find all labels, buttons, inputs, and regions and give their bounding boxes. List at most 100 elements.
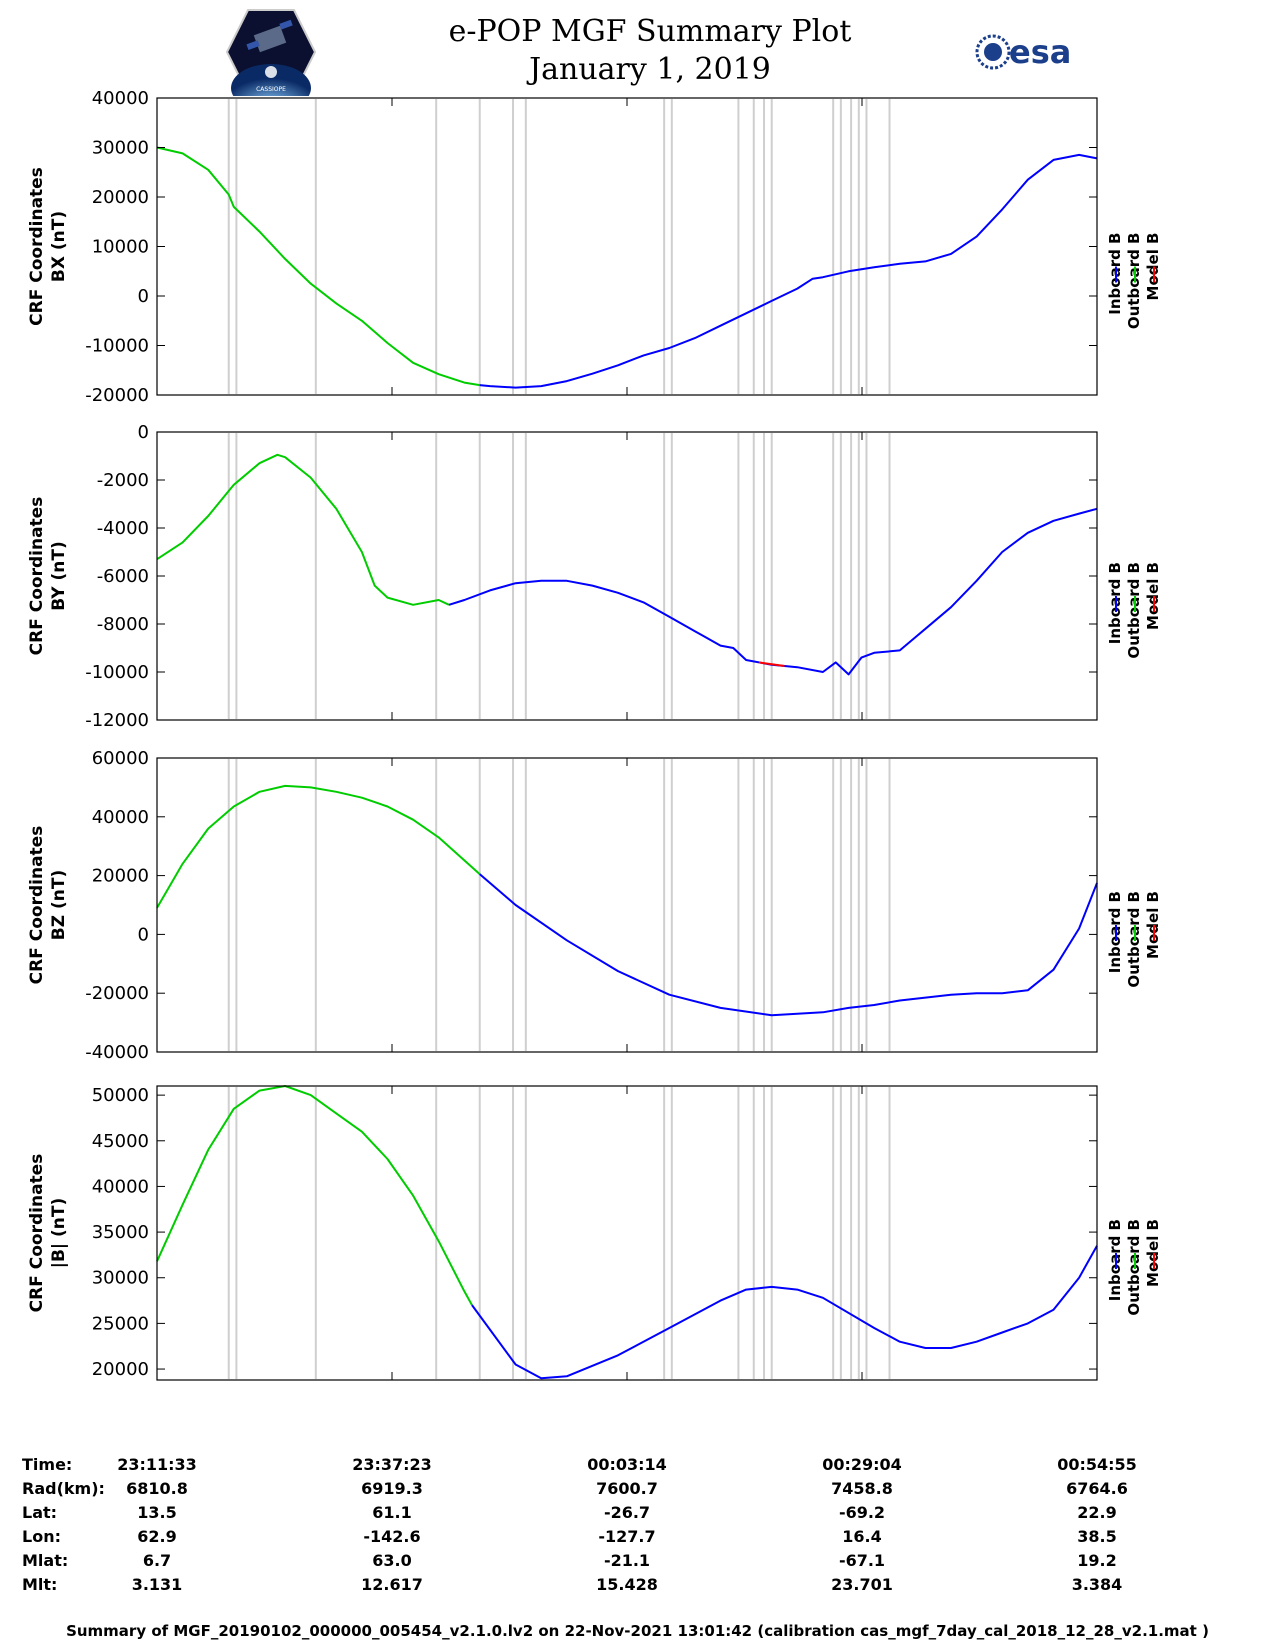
legend-label: Model B [1144, 1219, 1162, 1287]
table-cell: 13.5 [137, 1503, 177, 1522]
table-cell: 38.5 [1077, 1527, 1117, 1546]
svg-text:esa: esa [1009, 33, 1071, 71]
table-cell: 12.617 [361, 1575, 423, 1594]
y-axis-label: CRF Coordinates [27, 826, 47, 985]
y-tick-label: 20000 [92, 187, 149, 208]
y-tick-label: 40000 [92, 807, 149, 828]
y-tick-label: 40000 [92, 1176, 149, 1197]
y-tick-label: -10000 [85, 336, 149, 357]
table-cell: 6764.6 [1066, 1479, 1128, 1498]
series-line-outboard-b [156, 1085, 473, 1306]
series-line-model-b [758, 661, 785, 667]
y-tick-label: -4000 [97, 518, 149, 539]
series-line-inboard-b [479, 153, 1098, 389]
table-cell: 63.0 [372, 1551, 412, 1570]
table-cell: 62.9 [137, 1527, 177, 1546]
table-cell: -21.1 [603, 1551, 651, 1570]
table-cell: 3.384 [1071, 1575, 1123, 1594]
y-axis-label: CRF Coordinates [27, 497, 47, 656]
plot-frame [156, 97, 1098, 396]
y-tick-label: -6000 [97, 566, 149, 587]
y-axis-label: BY (nT) [49, 541, 69, 611]
y-axis-label: BX (nT) [49, 211, 69, 282]
header: CASSIOPE e-POP MGF Summary Plot January … [0, 0, 1275, 100]
table-cell: 00:29:04 [822, 1455, 902, 1474]
table-cell: 23:37:23 [352, 1455, 432, 1474]
table-cell: -69.2 [838, 1503, 886, 1522]
series-line-outboard-b [156, 146, 480, 387]
table-cell: 23:11:33 [117, 1455, 197, 1474]
y-tick-label: -20000 [85, 385, 149, 406]
y-tick-label: 0 [138, 422, 149, 443]
row-label-mlt: Mlt: [22, 1575, 58, 1594]
table-cell: 6.7 [142, 1551, 172, 1570]
y-tick-label: 0 [138, 924, 149, 945]
chart-panel-bx: 40000 30000 20000 10000 0 -10000 -20000 CRF Coo… [27, 88, 1162, 406]
table-cell: 3.131 [131, 1575, 183, 1594]
y-tick-label: 35000 [92, 1222, 149, 1243]
chart-panel-bmag: 50000 45000 40000 35000 30000 25000 20000 CRF C… [27, 1085, 1162, 1381]
chart-panel-by: 0 -2000 -4000 -6000 -8000 -10000 -12000 CRF Coo… [27, 422, 1162, 731]
y-tick-label: -12000 [85, 710, 149, 731]
footer-note: Summary of MGF_20190102_000000_005454_v2… [66, 1622, 1209, 1640]
row-label-time: Time: [22, 1455, 73, 1474]
y-tick-label: 60000 [92, 748, 149, 769]
row-label-lat: Lat: [22, 1503, 58, 1522]
svg-text:CASSIOPE: CASSIOPE [256, 86, 286, 93]
y-axis-label: BZ (nT) [49, 870, 69, 940]
y-tick-label: 30000 [92, 138, 149, 159]
row-label-mlat: Mlat: [22, 1551, 69, 1570]
table-cell: 19.2 [1077, 1551, 1117, 1570]
table-cell: 23.701 [831, 1575, 893, 1594]
table-cell: -67.1 [838, 1551, 886, 1570]
plot-frame [156, 431, 1098, 721]
plot-frame [156, 757, 1098, 1053]
table-cell: 61.1 [372, 1503, 412, 1522]
plot-date: January 1, 2019 [529, 52, 771, 87]
table-cell: -26.7 [603, 1503, 651, 1522]
table-cell: 7458.8 [831, 1479, 893, 1498]
table-cell: 15.428 [596, 1575, 658, 1594]
row-label-lon: Lon: [22, 1527, 61, 1546]
y-tick-label: -8000 [97, 614, 149, 635]
legend-label: Model B [1144, 891, 1162, 959]
table-cell: -142.6 [363, 1527, 421, 1546]
y-axis-label: CRF Coordinates [27, 167, 47, 326]
series-line-inboard-b [448, 507, 1098, 676]
chart-panel-bz: 60000 40000 20000 0 -20000 -40000 CRF Coordina… [27, 748, 1162, 1063]
table-cell: 00:54:55 [1057, 1455, 1137, 1474]
y-axis-label: CRF Coordinates [27, 1154, 47, 1313]
row-label-rad: Rad(km): [22, 1479, 105, 1498]
y-tick-label: 10000 [92, 237, 149, 258]
y-tick-label: -10000 [85, 662, 149, 683]
y-tick-label: -20000 [85, 983, 149, 1004]
y-tick-label: 30000 [92, 1268, 149, 1289]
plot-title: e-POP MGF Summary Plot [448, 14, 852, 49]
plot-frame [156, 1085, 1098, 1381]
table-cell: 00:03:14 [587, 1455, 667, 1474]
y-tick-label: 20000 [92, 1359, 149, 1380]
y-tick-label: -2000 [97, 470, 149, 491]
y-tick-label: 45000 [92, 1131, 149, 1152]
legend-label: Model B [1144, 562, 1162, 630]
y-tick-label: 40000 [92, 88, 149, 109]
cassiope-logo: CASSIOPE [226, 9, 316, 96]
series-line-inboard-b [479, 873, 1098, 1017]
table-cell: 16.4 [842, 1527, 882, 1546]
esa-logo: esa [975, 33, 1071, 71]
series-line-outboard-b [156, 784, 481, 909]
y-tick-label: 0 [138, 286, 149, 307]
table-cell: -127.7 [598, 1527, 656, 1546]
series-line-outboard-b [156, 453, 450, 606]
table-cell: 6810.8 [126, 1479, 188, 1498]
table-cell: 22.9 [1077, 1503, 1117, 1522]
y-tick-label: 20000 [92, 866, 149, 887]
orbit-info-table: Time: Rad(km): Lat: Lon: Mlat: Mlt: 23:1… [0, 1455, 1275, 1615]
y-axis-label: |B| (nT) [49, 1198, 69, 1269]
y-tick-label: -40000 [85, 1042, 149, 1063]
